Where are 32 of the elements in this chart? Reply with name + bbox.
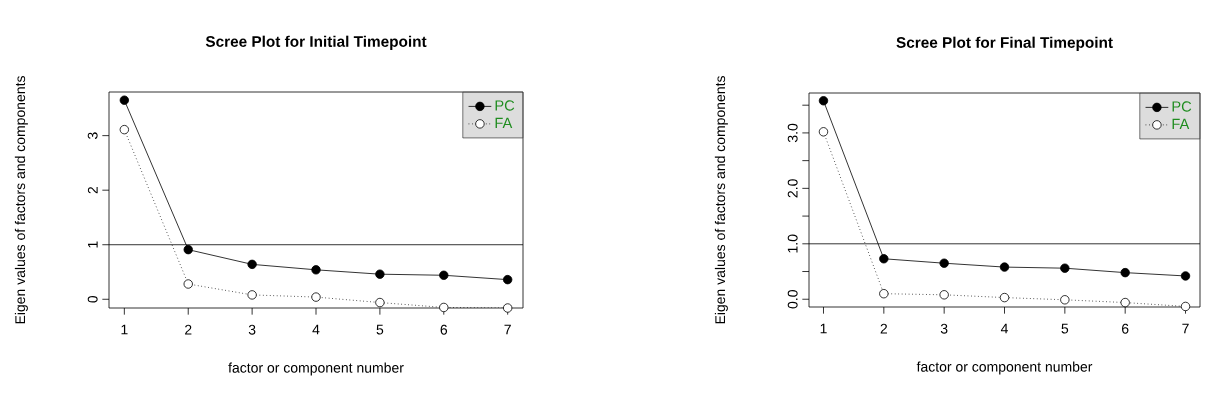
y-tick-label: 0.0 [787,290,798,309]
x-axis-title: factor or component number [916,361,1093,375]
x-tick-label: 7 [1182,323,1189,334]
x-tick-label: 6 [1122,323,1129,334]
y-tick-label: 1 [88,241,98,248]
y-axis-title: Eigen values of factors and components [14,76,28,324]
x-axis-title: factor or component number [228,362,404,376]
y-tick-label: 3.0 [787,123,798,143]
legend-label: FA [1172,118,1190,129]
x-tick-label: 4 [312,324,320,335]
y-tick-label: 2 [87,187,98,194]
y-tick-label: 1.0 [787,234,798,253]
x-tick-label: 1 [121,324,128,335]
x-tick-label: 6 [440,324,448,335]
legend-label: FA [495,117,513,128]
legend-label: PC [1172,101,1192,112]
x-tick-label: 5 [376,324,384,335]
x-tick-label: 4 [1000,323,1008,334]
chart-title: Scree Plot for Final Timepoint [896,36,1113,51]
y-tick-label: 2.0 [787,179,798,198]
x-tick-label: 3 [248,324,256,335]
x-tick-label: 7 [504,324,511,335]
x-tick-label: 1 [820,323,827,334]
x-tick-label: 5 [1061,323,1069,334]
x-tick-label: 2 [185,324,192,335]
x-tick-label: 2 [880,323,887,334]
x-tick-label: 3 [940,323,948,334]
y-tick-label: 3 [87,132,98,140]
y-tick-label: 0 [87,295,98,303]
chart-title: Scree Plot for Initial Timepoint [205,35,427,50]
legend-label: PC [495,100,515,111]
y-axis-title: Eigen values of factors and components [714,76,728,324]
